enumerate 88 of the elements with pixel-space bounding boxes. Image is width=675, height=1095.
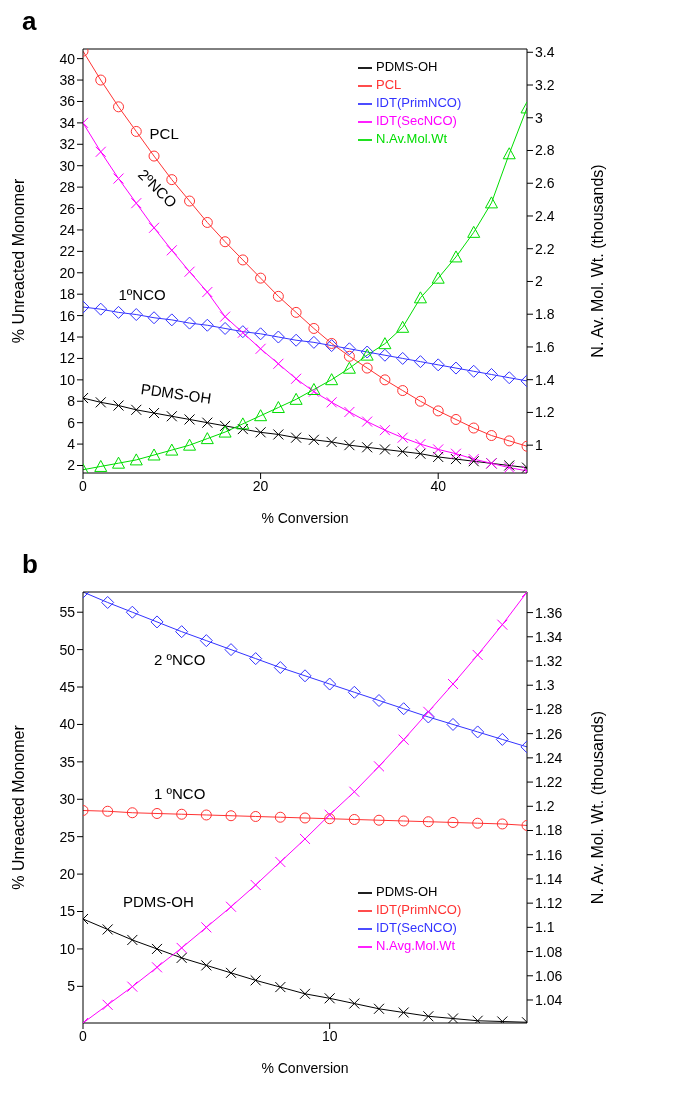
- y2-tick-label: 2: [535, 273, 543, 290]
- y2-tick-label: 1.26: [535, 725, 563, 742]
- y2-tick-label: 1.14: [535, 870, 563, 887]
- y2-tick-label: 1.6: [535, 338, 555, 355]
- y-tick-label: 18: [59, 286, 76, 303]
- y-tick-label: 22: [59, 243, 76, 260]
- annotation: 1 ºNCO: [154, 785, 206, 803]
- y2-tick-label: 1.1: [535, 919, 555, 936]
- y-tick-label: 25: [59, 828, 76, 845]
- y2-tick-label: 1.3: [535, 677, 555, 694]
- y-axis-title: % Unreacted Monomer: [9, 178, 27, 344]
- annotation: PDMS-OH: [139, 379, 213, 407]
- y-tick-label: 10: [59, 940, 76, 957]
- y-tick-label: 35: [59, 753, 76, 770]
- x-axis-title: % Conversion: [261, 510, 349, 526]
- y2-tick-label: 3: [535, 109, 543, 126]
- y-tick-label: 36: [59, 93, 76, 110]
- y2-tick-label: 1.08: [535, 943, 563, 960]
- annotation: 2 ºNCO: [154, 651, 206, 669]
- y-tick-label: 30: [59, 157, 76, 174]
- y-tick-label: 2: [67, 457, 76, 474]
- y-tick-label: 24: [59, 221, 76, 238]
- y2-axis-title: N. Av. Mol. Wt. (thousands): [588, 164, 606, 358]
- y-tick-label: 4: [67, 436, 76, 453]
- y2-tick-label: 1.18: [535, 822, 563, 839]
- y2-tick-label: 2.8: [535, 142, 555, 159]
- y-tick-label: 30: [59, 791, 76, 808]
- y2-tick-label: 1.8: [535, 306, 555, 323]
- y2-tick-label: 2.6: [535, 175, 555, 192]
- y-axis-title: % Unreacted Monomer: [9, 724, 27, 890]
- y2-tick-label: 1.04: [535, 991, 563, 1008]
- y2-tick-label: 1.4: [535, 371, 555, 388]
- y-tick-label: 5: [67, 978, 76, 995]
- y-tick-label: 28: [59, 179, 76, 196]
- y-tick-label: 34: [59, 114, 76, 131]
- y-tick-label: 50: [59, 641, 76, 658]
- legend-label: IDT(SecNCO): [376, 920, 457, 935]
- y2-tick-label: 1.28: [535, 701, 563, 718]
- y-tick-label: 15: [59, 903, 76, 920]
- y-tick-label: 20: [59, 264, 76, 281]
- x-tick-label: 20: [252, 477, 269, 494]
- y-tick-label: 20: [59, 866, 76, 883]
- y2-axis-title: N. Av. Mol. Wt. (thousands): [588, 710, 606, 905]
- legend-label: PDMS-OH: [376, 884, 438, 899]
- legend-label: PDMS-OH: [376, 59, 438, 74]
- y2-tick-label: 1.16: [535, 846, 563, 863]
- y2-tick-label: 1.32: [535, 652, 563, 669]
- legend-label: IDT(SecNCO): [376, 113, 457, 128]
- x-tick-label: 40: [430, 477, 447, 494]
- y-tick-label: 12: [59, 350, 76, 367]
- annotation: PCL: [149, 124, 179, 142]
- y-tick-label: 40: [59, 50, 76, 67]
- y2-tick-label: 1.24: [535, 749, 563, 766]
- y2-tick-label: 3.2: [535, 76, 555, 93]
- y2-tick-label: 1: [535, 437, 543, 454]
- y2-tick-label: 1.2: [535, 404, 555, 421]
- y-tick-label: 8: [67, 393, 76, 410]
- y-tick-label: 26: [59, 200, 76, 217]
- y2-tick-label: 1.36: [535, 604, 563, 621]
- y-tick-label: 45: [59, 679, 76, 695]
- y-tick-label: 14: [59, 328, 76, 345]
- x-axis-title: % Conversion: [261, 1060, 349, 1076]
- legend-label: N.Avg.Mol.Wt: [376, 938, 456, 953]
- y-tick-label: 10: [59, 371, 76, 388]
- y2-tick-label: 3.4: [535, 44, 555, 61]
- y-tick-label: 16: [59, 307, 76, 324]
- legend-label: PCL: [376, 77, 402, 92]
- annotation: PDMS-OH: [122, 893, 194, 911]
- x-tick-label: 0: [79, 477, 88, 494]
- chart-title: a: [22, 6, 37, 37]
- legend-label: IDT(PrimNCO): [376, 95, 462, 110]
- y-tick-label: 40: [59, 716, 76, 733]
- legend-label: N.Av.Mol.Wt: [376, 131, 448, 146]
- y2-tick-label: 1.06: [535, 967, 563, 984]
- y2-tick-label: 1.12: [535, 895, 563, 912]
- y2-tick-label: 2.4: [535, 207, 555, 224]
- y2-tick-label: 2.2: [535, 240, 555, 257]
- annotation: 1ºNCO: [118, 286, 166, 303]
- x-tick-label: 0: [79, 1027, 88, 1044]
- y-tick-label: 38: [59, 72, 76, 89]
- legend-label: IDT(PrimNCO): [376, 902, 462, 917]
- y-tick-label: 6: [67, 414, 76, 431]
- y-tick-label: 55: [59, 604, 76, 621]
- y2-tick-label: 1.22: [535, 774, 563, 791]
- chart-title: b: [22, 549, 38, 580]
- y2-tick-label: 1.34: [535, 628, 563, 645]
- y2-tick-label: 1.2: [535, 798, 555, 815]
- y-tick-label: 32: [59, 136, 76, 153]
